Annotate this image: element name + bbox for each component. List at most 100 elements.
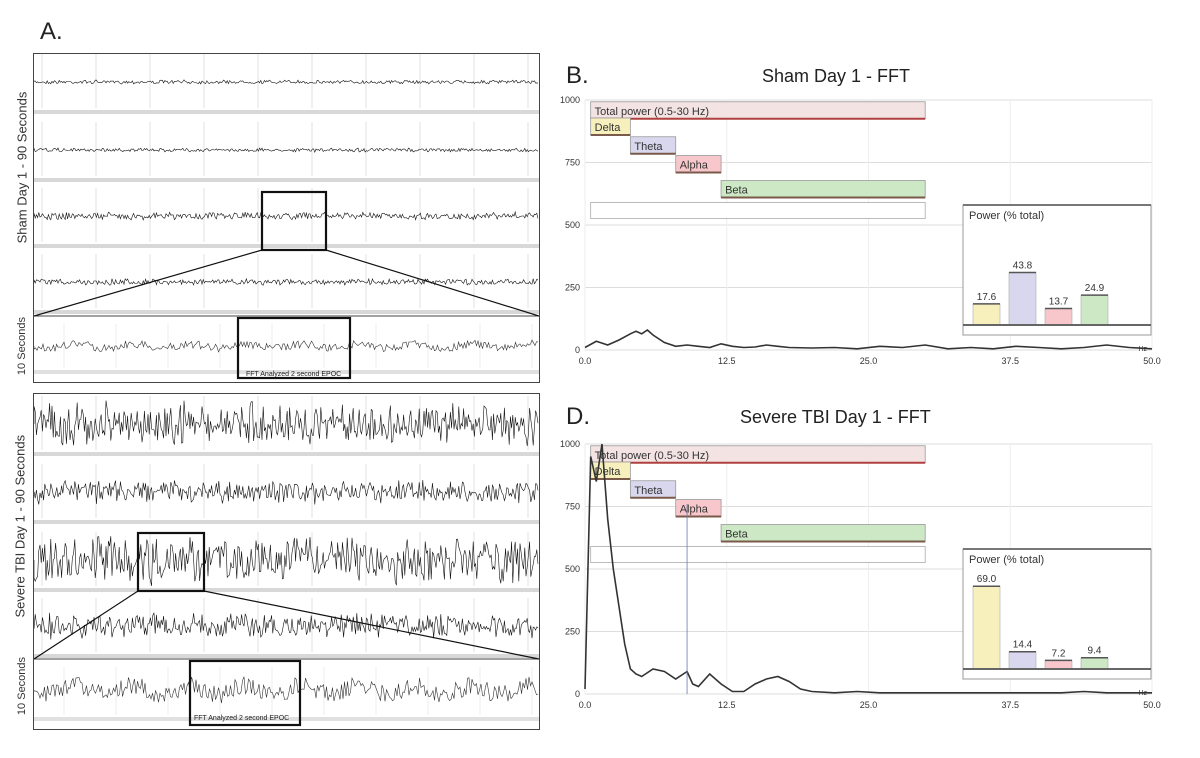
trace-separator [34, 310, 539, 314]
eeg-trace-line [33, 479, 539, 505]
band-label: Delta [595, 122, 622, 134]
x-tick-label: 25.0 [860, 356, 878, 366]
band-label: Alpha [680, 160, 709, 172]
x-tick-label: 37.5 [1001, 356, 1019, 366]
power-bar-beta [1080, 294, 1109, 326]
power-bar-alpha [1044, 660, 1073, 670]
power-bar-label: 13.7 [1049, 297, 1069, 308]
y-tick-label: 0 [575, 689, 580, 699]
panel-c-eeg-traces: FFT Analyzed 2 second EPOC [33, 393, 540, 730]
fft-epoc-box [236, 316, 352, 380]
power-bar-theta [1008, 272, 1037, 326]
eeg-traces-svg [33, 54, 540, 380]
power-bar-delta [972, 585, 1001, 670]
power-bar-beta [1080, 657, 1109, 670]
panel-c-ylabel-10: 10 Seconds [16, 656, 28, 716]
band-label: Delta [595, 466, 622, 478]
panel-a-ylabel-10: 10 Seconds [16, 316, 28, 376]
x-tick-label: 0.0 [579, 700, 592, 710]
y-tick-label: 1000 [560, 95, 580, 105]
power-bar-alpha [1044, 308, 1073, 326]
epoc-label: FFT Analyzed 2 second EPOC [246, 371, 342, 378]
power-bar-label: 43.8 [1013, 260, 1033, 271]
power-bar-label: 14.4 [1013, 640, 1033, 651]
panel-a-letter: A. [40, 18, 63, 45]
panel-b-letter: B. [566, 62, 589, 89]
band-label: Theta [634, 141, 663, 153]
x-tick-label: 50.0 [1143, 356, 1161, 366]
trace-separator [34, 520, 539, 524]
power-inset-xlabel: Hz [1138, 690, 1147, 697]
fft-epoc-box [188, 659, 302, 727]
trace-separator [34, 370, 539, 374]
power-bar-label: 69.0 [977, 574, 997, 585]
band-bar-beta [720, 524, 926, 542]
trace-separator [34, 588, 539, 592]
power-bar-delta [972, 303, 1001, 326]
y-tick-label: 500 [565, 220, 580, 230]
band-label: Theta [634, 485, 663, 497]
y-tick-label: 0 [575, 345, 580, 355]
power-inset-xlabel: Hz [1138, 346, 1147, 353]
zoom-connector-left [33, 590, 139, 660]
panel-c-ylabel-90: Severe TBI Day 1 - 90 Seconds [12, 434, 28, 618]
band-bar-beta [720, 180, 926, 198]
power-bar-label: 9.4 [1088, 646, 1102, 657]
panel-a-eeg-traces: FFT Analyzed 2 second EPOC [33, 53, 540, 383]
zoom-connector-right [325, 249, 540, 317]
fft-spectrum-line [584, 443, 1152, 694]
zoom-connector-left [33, 249, 263, 317]
eeg-trace-line [33, 400, 539, 447]
eeg-zoom-trace [33, 676, 539, 704]
band-label: Alpha [680, 504, 709, 516]
trace-separator [34, 178, 539, 182]
zoom-source-box [136, 531, 206, 593]
y-tick-label: 500 [565, 564, 580, 574]
y-tick-label: 1000 [560, 439, 580, 449]
epoc-label: FFT Analyzed 2 second EPOC [194, 715, 290, 722]
y-tick-label: 250 [565, 627, 580, 637]
eeg-trace-line [33, 210, 539, 221]
panel-b-title: Sham Day 1 - FFT [762, 66, 911, 86]
x-tick-label: 12.5 [718, 700, 736, 710]
band-label: Total power (0.5-30 Hz) [595, 106, 709, 118]
band-label: Total power (0.5-30 Hz) [595, 450, 709, 462]
panel-d-letter: D. [566, 403, 590, 430]
y-tick-label: 750 [565, 502, 580, 512]
power-bar-label: 24.9 [1085, 283, 1105, 294]
trace-separator [34, 110, 539, 114]
eeg-trace-line [33, 147, 539, 153]
band-label: Beta [725, 185, 749, 197]
x-tick-label: 25.0 [860, 700, 878, 710]
band-label: Beta [725, 529, 749, 541]
x-tick-label: 37.5 [1001, 700, 1019, 710]
x-tick-label: 12.5 [718, 356, 736, 366]
power-bar-label: 17.6 [977, 292, 997, 303]
panel-d-title: Severe TBI Day 1 - FFT [740, 407, 931, 427]
eeg-zoom-trace [33, 339, 538, 353]
power-inset-title: Power (% total) [969, 210, 1044, 222]
eeg-traces-svg [33, 396, 540, 727]
x-tick-label: 0.0 [579, 356, 592, 366]
power-bar-theta [1008, 651, 1037, 670]
panel-d-fft-chart: 0 250 500 750 1000 0.0 12.5 25.0 37.5 50.0 Total p… [560, 439, 1161, 710]
trace-separator [34, 244, 539, 248]
panel-a-ylabel-90: Sham Day 1 - 90 Seconds [14, 91, 30, 244]
y-tick-label: 250 [565, 283, 580, 293]
y-tick-label: 750 [565, 158, 580, 168]
trace-separator [34, 654, 539, 658]
x-tick-label: 50.0 [1143, 700, 1161, 710]
eeg-trace-line [33, 536, 539, 586]
trace-separator [34, 717, 539, 721]
zoom-source-box [260, 190, 328, 252]
empty-band-box [590, 202, 926, 219]
trace-separator [34, 452, 539, 456]
panel-b-fft-chart: 0 250 500 750 1000 0.0 12.5 25.0 37.5 50.0 Total p… [560, 95, 1161, 366]
eeg-trace-line [33, 612, 539, 640]
power-inset-title: Power (% total) [969, 554, 1044, 566]
zoom-connector-right [203, 590, 540, 660]
fft-spectrum-line [584, 328, 1153, 350]
empty-band-box [590, 546, 926, 563]
eeg-trace-line [33, 79, 539, 85]
eeg-trace-line [33, 277, 539, 286]
